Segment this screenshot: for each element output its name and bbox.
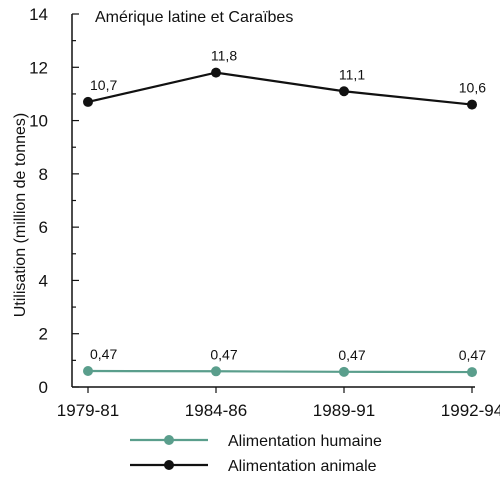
chart-title: Amérique latine et Caraïbes — [95, 9, 293, 26]
y-tick-label: 14 — [29, 5, 48, 24]
data-point — [211, 67, 221, 78]
data-label: 0,47 — [90, 346, 117, 362]
data-point — [83, 96, 93, 107]
y-tick-label: 6 — [39, 218, 48, 237]
legend: Alimentation humaine Alimentation animale — [130, 433, 382, 475]
data-label: 0,47 — [459, 347, 486, 363]
data-label: 0,47 — [210, 346, 237, 362]
legend-label: Alimentation humaine — [228, 433, 382, 450]
data-label: 10,6 — [459, 80, 486, 96]
data-label: 11,1 — [339, 66, 365, 82]
y-tick-label: 10 — [29, 112, 48, 131]
x-tick-label: 1992-94 — [441, 401, 500, 420]
y-axis-title: Utilisation (million de tonnes) — [12, 113, 29, 318]
y-tick-label: 2 — [39, 325, 48, 344]
y-tick-label: 4 — [39, 271, 48, 290]
legend-marker — [164, 460, 174, 470]
x-tick-label: 1984-86 — [185, 401, 247, 420]
data-label: 0,47 — [338, 347, 365, 363]
legend-label: Alimentation animale — [228, 458, 377, 475]
axes: 0 2 4 6 8 10 12 14 1979-81 1984-86 1989-91 1992-94 — [29, 5, 500, 420]
y-tick-label: 0 — [39, 378, 48, 397]
data-point — [467, 99, 477, 110]
data-label: 10,7 — [90, 77, 117, 93]
series-line — [87, 71, 473, 106]
data-point — [211, 366, 221, 377]
legend-marker — [164, 435, 174, 445]
data-point — [339, 366, 349, 377]
data-point — [339, 86, 349, 97]
y-tick-label: 12 — [29, 58, 48, 77]
data-label: 11,8 — [211, 48, 237, 64]
data-point — [467, 367, 477, 378]
series-line — [87, 369, 473, 374]
x-tick-label: 1989-91 — [313, 401, 375, 420]
x-tick-label: 1979-81 — [57, 401, 119, 420]
series-layer: 0,47 0,47 0,47 0,47 10,7 11,8 11,1 10,6 — [83, 48, 486, 378]
y-tick-label: 8 — [39, 165, 48, 184]
data-point — [83, 366, 93, 377]
